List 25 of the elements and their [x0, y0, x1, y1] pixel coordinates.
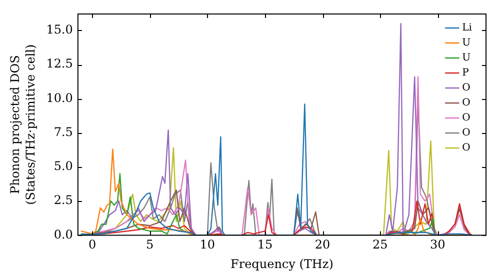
x-tick-label: 20 — [314, 238, 330, 252]
x-tick-label: 15 — [257, 238, 273, 252]
legend-label: U — [462, 38, 471, 49]
x-axis-title: Frequency (THz) — [230, 256, 334, 271]
legend-label: P — [462, 68, 470, 79]
legend-label: U — [462, 52, 471, 64]
y-tick-label: 2.5 — [54, 193, 73, 208]
legend-label: O — [462, 112, 470, 124]
legend-label: O — [462, 142, 470, 154]
legend-label: Li — [462, 22, 472, 34]
legend-label: O — [462, 82, 470, 94]
y-tick-label: 10.0 — [46, 90, 73, 105]
legend-label: O — [462, 98, 470, 109]
y-tick-label: 7.5 — [54, 124, 73, 139]
y-tick-label: 5.0 — [54, 159, 73, 174]
y-tick-label: 12.5 — [46, 56, 73, 71]
y-axis-title: Phonon projected DOS (States/THz·primitive cell) — [8, 44, 38, 205]
x-tick-label: 30 — [430, 238, 446, 252]
x-tick-label: 0 — [88, 238, 96, 252]
x-tick-label: 5 — [146, 238, 154, 252]
y-tick-label: 0.0 — [54, 227, 73, 242]
legend-label: O — [462, 128, 470, 139]
y-tick-label: 15.0 — [46, 22, 73, 37]
x-tick-label: 10 — [200, 238, 216, 252]
x-tick-label: 25 — [372, 238, 388, 252]
